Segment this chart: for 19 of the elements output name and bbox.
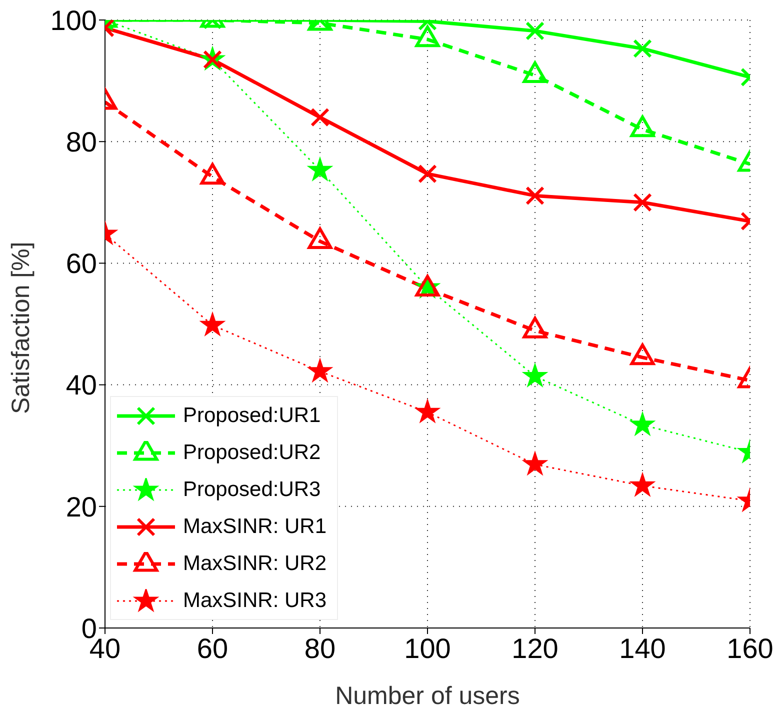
legend-label: MaxSINR: UR2	[183, 552, 327, 576]
legend-label: Proposed:UR2	[183, 440, 321, 464]
y-tick-label: 100	[50, 4, 97, 36]
x-tick-label: 160	[726, 632, 774, 664]
x-tick-label: 100	[404, 632, 451, 664]
y-tick-label: 60	[66, 248, 97, 280]
legend-label: MaxSINR: UR3	[183, 588, 327, 612]
y-axis-title: Satisfaction [%]	[6, 242, 35, 414]
x-tick-label: 80	[304, 632, 336, 664]
legend-label: Proposed:UR1	[183, 404, 321, 428]
y-tick-label: 40	[66, 370, 97, 401]
x-tick-label: 140	[619, 632, 666, 664]
x-tick-label: 120	[512, 632, 558, 664]
x-tick-label: 60	[196, 632, 228, 664]
y-tick-label: 20	[66, 491, 97, 522]
legend-label: MaxSINR: UR1	[183, 514, 327, 538]
y-tick-label: 80	[66, 126, 97, 158]
x-axis-title: Number of users	[335, 682, 520, 710]
legend-label: Proposed:UR3	[183, 478, 321, 502]
